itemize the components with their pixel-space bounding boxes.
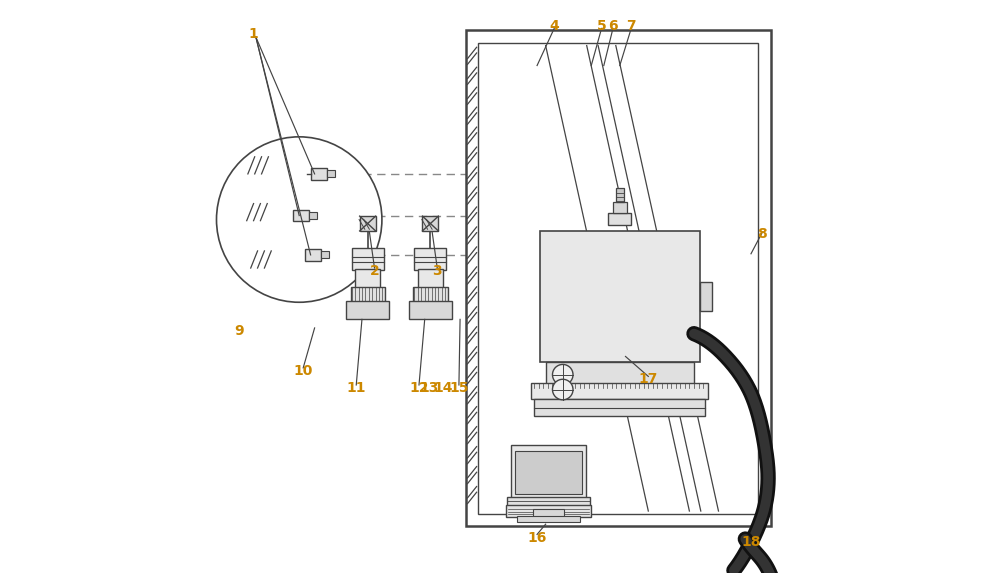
Bar bbox=[531, 383, 708, 399]
Bar bbox=[409, 301, 452, 319]
Bar bbox=[534, 399, 705, 416]
Bar bbox=[351, 287, 385, 302]
Bar bbox=[546, 362, 694, 384]
Text: 15: 15 bbox=[449, 381, 469, 395]
Bar bbox=[478, 43, 758, 514]
Polygon shape bbox=[360, 216, 376, 231]
Bar bbox=[309, 212, 317, 219]
Bar bbox=[346, 301, 389, 319]
Bar bbox=[418, 268, 443, 288]
Text: 16: 16 bbox=[527, 531, 547, 545]
Bar bbox=[700, 282, 712, 311]
Bar bbox=[352, 248, 384, 270]
Text: 6: 6 bbox=[608, 18, 618, 33]
Bar bbox=[506, 505, 591, 517]
Polygon shape bbox=[422, 216, 438, 231]
Bar bbox=[540, 231, 700, 362]
Circle shape bbox=[552, 379, 573, 400]
Bar bbox=[327, 170, 335, 177]
Text: 9: 9 bbox=[234, 324, 244, 338]
Bar bbox=[507, 497, 590, 506]
Text: 2: 2 bbox=[370, 264, 379, 278]
Bar bbox=[511, 445, 586, 498]
Text: 12: 12 bbox=[409, 381, 429, 395]
Text: 7: 7 bbox=[626, 18, 636, 33]
Text: 13: 13 bbox=[420, 381, 439, 395]
Bar bbox=[413, 287, 448, 302]
Bar bbox=[321, 252, 329, 259]
Bar bbox=[355, 268, 380, 288]
Text: 8: 8 bbox=[758, 227, 767, 241]
Text: 14: 14 bbox=[433, 381, 453, 395]
Text: 18: 18 bbox=[741, 535, 761, 549]
Circle shape bbox=[216, 137, 382, 302]
Bar bbox=[616, 188, 624, 202]
Bar bbox=[613, 202, 627, 213]
Text: 10: 10 bbox=[294, 363, 313, 378]
Text: 11: 11 bbox=[346, 381, 366, 395]
Text: 3: 3 bbox=[432, 264, 442, 278]
Bar bbox=[305, 249, 321, 260]
Bar bbox=[533, 509, 564, 517]
Bar bbox=[414, 248, 446, 270]
Bar bbox=[466, 30, 771, 526]
Circle shape bbox=[552, 365, 573, 385]
Text: 1: 1 bbox=[249, 27, 258, 41]
Bar bbox=[293, 210, 309, 221]
Bar bbox=[608, 213, 631, 225]
Text: 5: 5 bbox=[597, 18, 606, 33]
Bar bbox=[517, 516, 580, 522]
Bar bbox=[515, 451, 582, 494]
Text: 17: 17 bbox=[639, 372, 658, 386]
Text: 4: 4 bbox=[549, 18, 559, 33]
Bar bbox=[311, 168, 327, 180]
